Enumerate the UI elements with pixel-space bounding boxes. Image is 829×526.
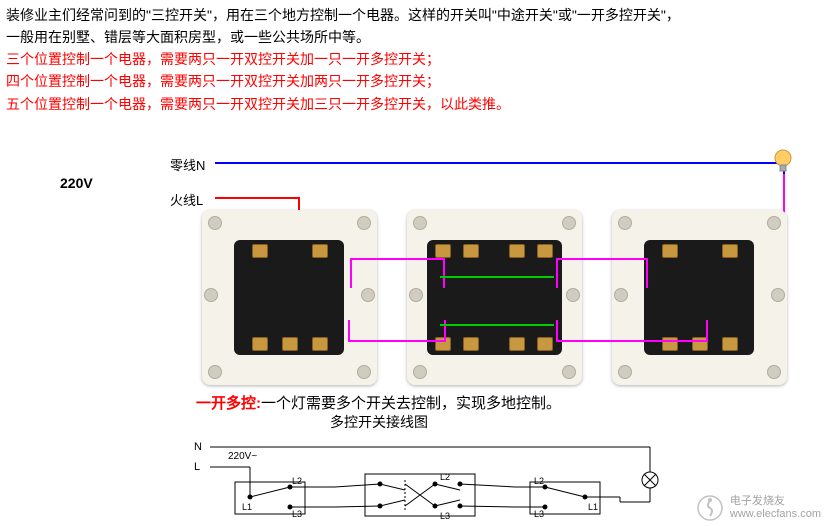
- schematic-diagram: N L 220V~ L1 L2 L3 L2 L3 L2 L3 L1: [190, 432, 660, 520]
- screw-hole: [767, 216, 781, 230]
- watermark-brand: 电子发烧友: [730, 495, 821, 508]
- svg-text:L1: L1: [588, 502, 598, 512]
- schematic-n-label: N: [194, 441, 202, 453]
- intro-line1: 装修业主们经常问到的"三控开关"，用在三个地方控制一个电器。这样的开关叫"中途开…: [6, 7, 680, 23]
- bridge-wire: [440, 276, 554, 278]
- terminal: [722, 244, 738, 258]
- rule-3: 五个位置控制一个电器，需要两只一开双控开关加三只一开多控开关，以此类推。: [6, 93, 510, 115]
- screw-hole: [208, 216, 222, 230]
- screw-hole: [413, 216, 427, 230]
- bulb-icon: [773, 148, 793, 174]
- terminal: [312, 337, 328, 351]
- interconnect-wire: [706, 320, 708, 342]
- interconnect-wire: [348, 320, 350, 342]
- interconnect-wire: [443, 258, 445, 288]
- terminal: [509, 244, 525, 258]
- screw-hole: [771, 288, 785, 302]
- rules-text: 三个位置控制一个电器，需要两只一开双控开关加一只一开多控开关； 四个位置控制一个…: [6, 48, 510, 115]
- svg-text:L3: L3: [292, 509, 302, 519]
- screw-hole: [357, 365, 371, 379]
- svg-text:L2: L2: [534, 476, 544, 486]
- terminal: [509, 337, 525, 351]
- voltage-label: 220V: [60, 172, 93, 194]
- watermark: 电子发烧友 www.elecfans.com: [696, 494, 821, 522]
- schematic-voltage: 220V~: [228, 451, 257, 462]
- screw-hole: [562, 216, 576, 230]
- intro-line2: 一般用在别墅、错层等大面积房型，或一些公共场所中等。: [6, 29, 370, 45]
- watermark-text: 电子发烧友 www.elecfans.com: [730, 495, 821, 521]
- switch-3-back: [612, 210, 787, 385]
- terminal: [537, 244, 553, 258]
- terminal: [282, 337, 298, 351]
- screw-hole: [614, 288, 628, 302]
- title-row: 一开多控:一个灯需要多个开关去控制，实现多地控制。: [196, 392, 561, 413]
- switch-1: [202, 210, 377, 385]
- screw-hole: [208, 365, 222, 379]
- screw-hole: [409, 288, 423, 302]
- switch-row: [202, 210, 787, 385]
- bridge-wire: [440, 324, 554, 326]
- switch-1-back: [202, 210, 377, 385]
- switch-2-multi: [407, 210, 582, 385]
- screw-hole: [204, 288, 218, 302]
- interconnect-wire: [556, 258, 558, 288]
- interconnect-wire: [556, 320, 558, 342]
- switch-1-core: [234, 240, 344, 355]
- terminal: [537, 337, 553, 351]
- screw-hole: [361, 288, 375, 302]
- terminal: [435, 244, 451, 258]
- interconnect-wire: [556, 340, 708, 342]
- terminal: [722, 337, 738, 351]
- screw-hole: [767, 365, 781, 379]
- switch-2-core: [427, 240, 562, 355]
- watermark-icon: [696, 494, 724, 522]
- screw-hole: [562, 365, 576, 379]
- live-wire: [215, 197, 300, 199]
- interconnect-wire: [348, 340, 446, 342]
- switch-3: [612, 210, 787, 385]
- interconnect-wire: [556, 258, 648, 260]
- interconnect-wire: [350, 258, 352, 288]
- screw-hole: [618, 365, 632, 379]
- neutral-label: 零线N: [170, 155, 205, 174]
- title-desc: 一个灯需要多个开关去控制，实现多地控制。: [261, 395, 561, 412]
- rule-2: 四个位置控制一个电器，需要两只一开双控开关加两只一开多控开关；: [6, 70, 510, 92]
- terminal: [312, 244, 328, 258]
- watermark-url: www.elecfans.com: [730, 508, 821, 521]
- terminal: [252, 244, 268, 258]
- screw-hole: [413, 365, 427, 379]
- interconnect-wire: [646, 258, 648, 288]
- svg-text:L2: L2: [292, 476, 302, 486]
- intro-text: 装修业主们经常问到的"三控开关"，用在三个地方控制一个电器。这样的开关叫"中途开…: [6, 4, 816, 49]
- screw-hole: [357, 216, 371, 230]
- svg-text:L3: L3: [440, 511, 450, 520]
- subtitle: 多控开关接线图: [330, 412, 428, 432]
- svg-text:L1: L1: [242, 502, 252, 512]
- live-label: 火线L: [170, 190, 203, 209]
- svg-text:L3: L3: [534, 509, 544, 519]
- terminal: [463, 337, 479, 351]
- schematic-l-label: L: [194, 461, 200, 473]
- svg-text:L2: L2: [440, 472, 450, 482]
- terminal: [463, 244, 479, 258]
- interconnect-wire: [350, 258, 445, 260]
- switch-3-core: [644, 240, 754, 355]
- screw-hole: [566, 288, 580, 302]
- screw-hole: [618, 216, 632, 230]
- terminal: [252, 337, 268, 351]
- rule-1: 三个位置控制一个电器，需要两只一开双控开关加一只一开多控开关；: [6, 48, 510, 70]
- terminal: [662, 244, 678, 258]
- switch-2-back: [407, 210, 582, 385]
- title-lead: 一开多控:: [196, 395, 261, 412]
- neutral-wire: [215, 162, 783, 164]
